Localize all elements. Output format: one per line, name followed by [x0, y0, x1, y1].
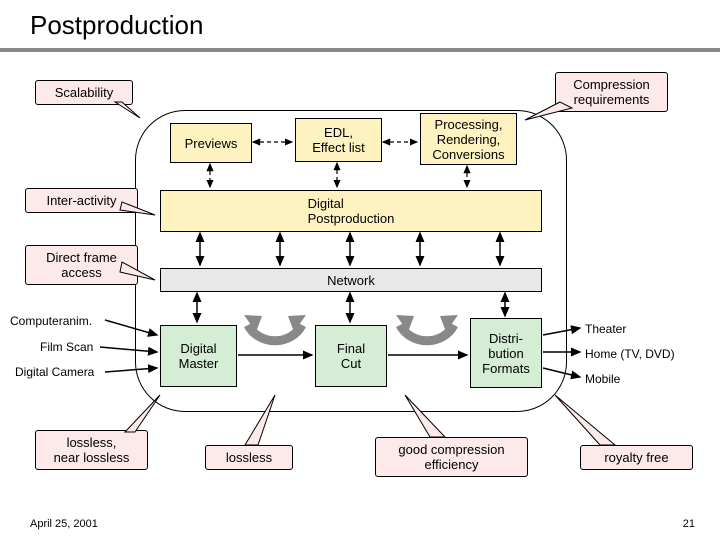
- box-previews: Previews: [170, 123, 252, 163]
- box-digital-master: Digital Master: [160, 325, 237, 387]
- callout-interactivity: Inter-activity: [25, 188, 138, 213]
- input-computeranim: Computeranim.: [10, 314, 92, 328]
- callout-royaltyfree: royalty free: [580, 445, 693, 470]
- output-mobile: Mobile: [585, 372, 620, 386]
- box-final-cut: Final Cut: [315, 325, 387, 387]
- callout-scalability: Scalability: [35, 80, 133, 105]
- footer-page: 21: [683, 518, 695, 530]
- callout-compression: Compression requirements: [555, 72, 668, 112]
- output-home: Home (TV, DVD): [585, 347, 675, 361]
- page-title: Postproduction: [30, 10, 203, 41]
- box-edl: EDL, Effect list: [295, 118, 382, 162]
- output-theater: Theater: [585, 322, 626, 336]
- callout-goodcomp: good compression efficiency: [375, 437, 528, 477]
- input-digitalcamera: Digital Camera: [15, 365, 94, 379]
- callout-lossless-near: lossless, near lossless: [35, 430, 148, 470]
- box-distribution: Distri- bution Formats: [470, 318, 542, 388]
- footer-date: April 25, 2001: [30, 518, 98, 530]
- callout-lossless: lossless: [205, 445, 293, 470]
- box-digital-post: Digital Postproduction: [160, 190, 542, 232]
- callout-directframe: Direct frame access: [25, 245, 138, 285]
- input-filmscan: Film Scan: [40, 340, 93, 354]
- box-network: Network: [160, 268, 542, 292]
- box-processing: Processing, Rendering, Conversions: [420, 113, 517, 165]
- title-rule: [0, 48, 720, 52]
